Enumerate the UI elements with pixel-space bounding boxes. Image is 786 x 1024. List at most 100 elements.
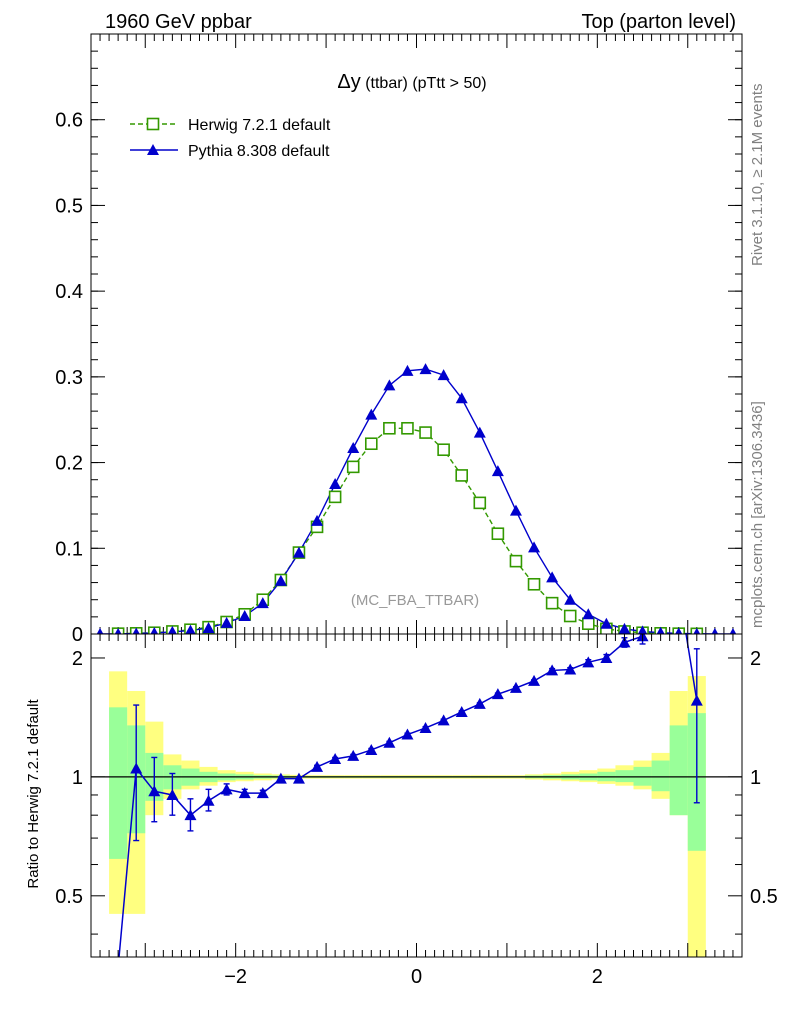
ratio-pythia-point — [166, 788, 179, 800]
ratio-ytick-label-left: 2 — [72, 648, 83, 670]
ratio-pythia-point — [311, 760, 324, 772]
ratio-pythia-point — [419, 721, 432, 733]
main-ytick-label: 0.2 — [55, 453, 83, 475]
legend: Herwig 7.2.1 default Pythia 8.308 defaul… — [130, 117, 331, 160]
ratio-pythia-point — [455, 705, 468, 717]
main-series-layer — [96, 363, 737, 634]
ratio-pythia-point — [347, 749, 360, 761]
pythia-point — [473, 426, 486, 438]
ratio-pythia-point — [528, 674, 541, 686]
pythia-point — [256, 597, 269, 609]
ratio-xtick-label: −2 — [224, 966, 247, 988]
legend-pythia-label: Pythia 8.308 default — [188, 143, 330, 160]
ratio-frame — [90, 633, 743, 958]
ratio-x-axis: −2 0 2 — [90, 634, 743, 988]
ratio-pythia-point — [130, 762, 143, 774]
herwig-point — [364, 437, 378, 451]
pythia-point — [132, 627, 140, 634]
ratio-pythia-point — [184, 809, 197, 821]
pythia-point — [329, 478, 342, 489]
pythia-point — [220, 616, 233, 628]
ratio-pythia-point — [365, 743, 378, 755]
pythia-point — [455, 392, 468, 404]
pythia-point — [185, 624, 196, 634]
pythia-point — [96, 627, 104, 634]
plot-title-rest: (ttbar) (pTtt > 50) — [361, 75, 487, 92]
pythia-point — [528, 541, 541, 553]
pythia-point — [637, 625, 648, 634]
pythia-point — [656, 626, 665, 634]
herwig-point — [346, 460, 360, 474]
ratio-pythia-point — [202, 794, 215, 806]
herwig-point — [509, 554, 523, 568]
ratio-uncertainty-bands — [109, 671, 706, 957]
pythia-point — [693, 627, 701, 634]
ratio-pythia-point — [546, 664, 559, 676]
herwig-point — [473, 496, 487, 510]
legend-herwig-label: Herwig 7.2.1 default — [188, 117, 331, 134]
ratio-pythia-point — [564, 663, 577, 675]
herwig-point — [437, 443, 450, 457]
pythia-point — [618, 622, 631, 634]
herwig-point — [545, 596, 559, 610]
pythia-point — [491, 465, 504, 477]
main-ytick-label: 0.5 — [55, 195, 83, 217]
pythia-point — [150, 626, 159, 634]
ratio-pythia-point — [437, 714, 450, 726]
ratio-pythia-point — [600, 651, 613, 663]
main-ytick-label: 0.4 — [55, 281, 83, 303]
pythia-point — [311, 514, 324, 526]
green-band-segment — [109, 707, 128, 859]
mcplots-label: mcplots.cern.ch [arXiv:1306.3436] — [749, 401, 766, 628]
herwig-point — [563, 609, 577, 623]
ratio-pythia-point — [401, 728, 414, 740]
herwig-point — [455, 469, 469, 482]
green-band-segment — [669, 725, 688, 816]
analysis-watermark: (MC_FBA_TTBAR) — [351, 592, 479, 609]
herwig-point — [527, 577, 541, 591]
pythia-point — [167, 625, 177, 634]
ratio-pythia-point — [491, 688, 504, 700]
herwig-point — [383, 421, 396, 435]
pythia-point — [419, 363, 432, 375]
main-ytick-label: 0.6 — [55, 110, 83, 132]
pythia-point — [238, 610, 251, 621]
pythia-point — [564, 593, 577, 605]
ratio-ytick-label-right: 0.5 — [750, 886, 778, 908]
main-ytick-label: 0.1 — [55, 538, 83, 560]
ratio-pythia-point — [673, 582, 685, 593]
ratio-pythia-point — [383, 736, 396, 748]
pythia-point — [729, 627, 737, 634]
green-band-segment — [615, 770, 634, 783]
pythia-point — [437, 369, 450, 381]
plot-title: Δy (ttbar) (pTtt > 50) — [337, 71, 486, 93]
ratio-panel: 0.5 0.51 12 2 −2 0 2 Ratio to Herwig 7.2.1 de… — [25, 582, 778, 988]
pythia-point — [365, 408, 378, 420]
main-ytick-label: 0 — [72, 624, 83, 646]
pythia-point — [675, 627, 683, 634]
ratio-pythia-point — [292, 772, 305, 784]
pythia-point — [114, 627, 122, 634]
ratio-y-label: Ratio to Herwig 7.2.1 default — [25, 699, 42, 889]
pythia-point — [509, 504, 522, 516]
plot-title-symbol: Δy — [337, 71, 360, 93]
legend-herwig-marker — [146, 117, 160, 131]
ratio-series-layer — [118, 582, 703, 957]
ratio-pythia-point — [509, 681, 522, 693]
main-y-axis: 0 0.1 0.2 0.3 0.4 0.5 0.6 — [55, 33, 742, 646]
ratio-pythia-point — [655, 607, 667, 618]
header-right: Top (parton level) — [581, 11, 736, 33]
ratio-ytick-label-right: 2 — [750, 648, 761, 670]
herwig-point — [401, 421, 414, 435]
ratio-pythia-point — [238, 787, 251, 799]
ratio-pythia-point — [473, 697, 486, 709]
pythia-point — [292, 546, 305, 558]
herwig-point — [491, 527, 505, 541]
pythia-point — [582, 608, 595, 620]
ratio-pythia-point — [582, 656, 595, 668]
ratio-pythia-point — [148, 785, 161, 797]
pythia-point — [546, 571, 559, 583]
header-left: 1960 GeV ppbar — [105, 11, 252, 33]
ratio-pythia-line — [118, 634, 698, 957]
